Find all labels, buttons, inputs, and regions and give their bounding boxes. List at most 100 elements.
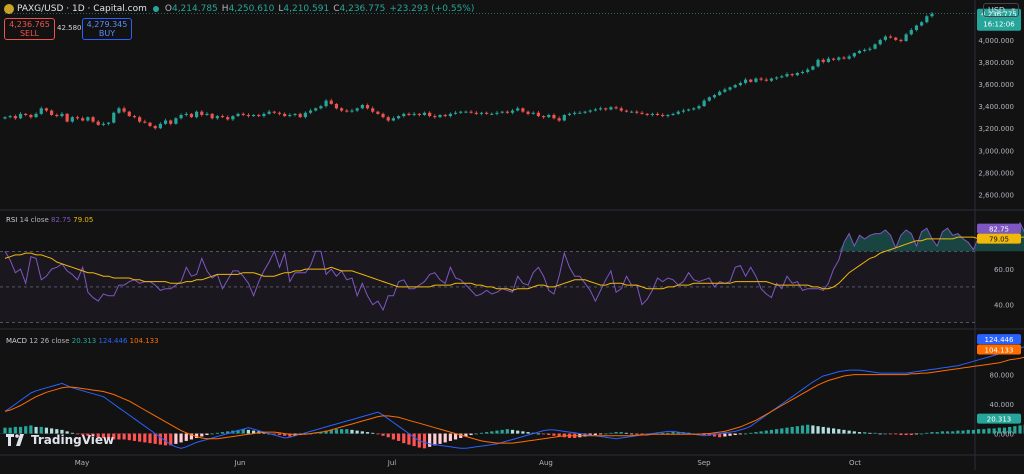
sell-price: 4,236.765	[9, 20, 50, 29]
macd-histogram-bar	[475, 434, 478, 435]
macd-histogram-bar	[967, 430, 970, 434]
macd-histogram-bar	[987, 428, 990, 433]
macd-histogram-bar	[842, 430, 845, 434]
macd-histogram-bar	[506, 429, 509, 433]
macd-histogram-bar	[982, 429, 985, 433]
price-tick-label: 3,800.000	[978, 59, 1014, 67]
macd-histogram-bar	[433, 434, 436, 446]
macd-histogram-bar	[951, 431, 954, 433]
macd-histogram-bar	[174, 434, 177, 444]
macd-histogram-bar	[117, 434, 120, 440]
price-tick-label: 3,000.000	[978, 147, 1014, 155]
macd-histogram-bar	[521, 431, 524, 433]
time-tick-label: Sep	[697, 459, 711, 467]
macd-histogram-bar	[438, 434, 441, 444]
macd-histogram-bar	[728, 434, 731, 436]
macd-histogram-bar	[946, 431, 949, 433]
tradingview-logo-icon	[6, 434, 28, 446]
macd-histogram-bar	[625, 433, 628, 434]
macd-histogram-bar	[376, 434, 379, 435]
macd-histogram-bar	[381, 434, 384, 436]
rsi-ma-tag-text: 79.05	[989, 236, 1009, 244]
macd-histogram-bar	[905, 434, 908, 435]
macd-histogram-bar	[247, 430, 250, 434]
price-tick-label: 4,000.000	[978, 37, 1014, 45]
rsi-legend-ma: 79.05	[73, 216, 93, 224]
macd-histogram-bar	[599, 434, 602, 435]
macd-histogram-bar	[853, 431, 856, 433]
macd-histogram-bar	[925, 433, 928, 434]
macd-histogram-bar	[185, 434, 188, 441]
rsi-tick-label: 40.00	[994, 302, 1014, 310]
macd-histogram-bar	[495, 431, 498, 434]
macd-histogram-bar	[542, 434, 545, 435]
price-tick-label: 2,800.000	[978, 169, 1014, 177]
macd-histogram-bar	[915, 434, 918, 435]
macd-histogram-bar	[770, 430, 773, 434]
macd-histogram-bar	[361, 431, 364, 433]
macd-histogram-bar	[739, 434, 742, 435]
symbol-title[interactable]: PAXG/USD · 1D · Capital.com	[17, 4, 147, 14]
macd-histogram-bar	[816, 426, 819, 433]
currency-selector[interactable]: USD ▾	[983, 3, 1019, 17]
macd-histogram-bar	[480, 433, 483, 434]
macd-histogram-bar	[671, 432, 674, 433]
macd-legend-name: MACD	[6, 337, 29, 345]
macd-histogram-bar	[449, 434, 452, 441]
price-tick-label: 3,400.000	[978, 103, 1014, 111]
macd-histogram-bar	[128, 434, 131, 441]
macd-histogram-bar	[972, 430, 975, 434]
macd-histogram-bar	[552, 434, 555, 436]
macd-histogram-bar	[977, 429, 980, 433]
rsi-legend: RSI 14 close 82.75 79.05	[6, 216, 93, 224]
macd-histogram-bar	[221, 432, 224, 433]
macd-histogram-bar	[200, 434, 203, 437]
macd-histogram-bar	[666, 433, 669, 434]
macd-histogram-bar	[537, 434, 540, 435]
macd-histogram-bar	[930, 432, 933, 433]
rsi-legend-value: 82.75	[51, 216, 73, 224]
candle	[873, 43, 876, 49]
sell-button[interactable]: 4,236.765 SELL	[4, 18, 55, 40]
macd-histogram-bar	[143, 434, 146, 443]
buy-price: 4,279.345	[87, 20, 128, 29]
macd-histogram-bar	[356, 431, 359, 434]
candle	[816, 59, 819, 68]
macd-histogram-bar	[614, 432, 617, 433]
tradingview-logo[interactable]: TradingView	[6, 433, 114, 447]
buy-button[interactable]: 4,279.345 BUY	[82, 18, 132, 40]
macd-histogram-bar	[428, 434, 431, 447]
macd-histogram-bar	[516, 431, 519, 434]
macd-histogram-bar	[148, 434, 151, 444]
macd-histogram-bar	[423, 434, 426, 449]
candle	[66, 113, 69, 122]
macd-histogram-bar	[1018, 425, 1021, 433]
macd-histogram-bar	[744, 434, 747, 435]
buy-label: BUY	[99, 29, 115, 38]
candle	[112, 112, 115, 124]
macd-histogram-bar	[366, 432, 369, 433]
macd-histogram-bar	[801, 425, 804, 433]
macd-histogram-bar	[832, 428, 835, 433]
macd-histogram-bar	[402, 434, 405, 444]
macd-histogram-bar	[511, 430, 514, 434]
macd-histogram-bar	[956, 431, 959, 434]
tradingview-brand: TradingView	[31, 433, 114, 447]
rsi-value-tag-text: 82.75	[989, 226, 1009, 234]
time-tick-label: Jul	[387, 459, 397, 467]
macd-legend-macd: 124.446	[98, 337, 129, 345]
macd-tick-label: 80.000	[990, 372, 1015, 380]
macd-histogram-bar	[469, 434, 472, 435]
macd-histogram-bar	[179, 434, 182, 443]
macd-histogram-bar	[806, 425, 809, 434]
macd-histogram-bar	[350, 430, 353, 434]
macd-histogram-bar	[159, 434, 162, 445]
macd-histogram-bar	[501, 430, 504, 434]
macd-histogram-bar	[749, 433, 752, 434]
macd-histogram-bar	[811, 425, 814, 433]
macd-legend-hist: 20.313	[72, 337, 99, 345]
macd-histogram-bar	[889, 434, 892, 435]
macd-histogram-bar	[138, 434, 141, 442]
macd-legend: MACD 12 26 close 20.313 124.446 104.133	[6, 337, 159, 345]
